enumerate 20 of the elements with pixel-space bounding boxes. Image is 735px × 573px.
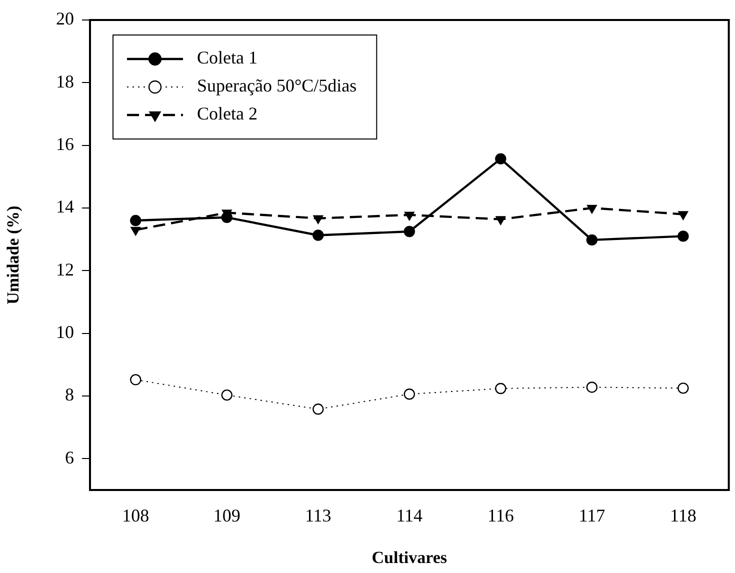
x-axis-title: Cultivares [372,548,448,568]
legend-label: Coleta 1 [197,48,258,68]
y-axis-title: Umidade (%) [4,206,23,304]
legend-label: Coleta 2 [197,104,258,124]
y-tick-label: 18 [56,71,74,92]
x-tick-label: 114 [396,506,423,526]
x-tick-label: 108 [122,506,150,526]
x-tick-label: 113 [304,506,332,526]
y-tick-label: 14 [56,196,74,217]
x-tick-label: 109 [213,506,240,526]
legend-label: Superação 50°C/5dias [197,76,357,96]
y-tick-label: 8 [65,384,74,405]
x-tick-label: 116 [487,506,514,526]
y-tick-label: 6 [65,447,74,468]
x-tick-label: 117 [578,506,606,526]
y-tick-label: 12 [56,259,74,280]
y-tick-label: 20 [56,8,74,29]
x-tick-label: 118 [670,506,696,526]
y-tick-label: 16 [56,134,74,154]
y-tick-label: 10 [56,322,74,342]
